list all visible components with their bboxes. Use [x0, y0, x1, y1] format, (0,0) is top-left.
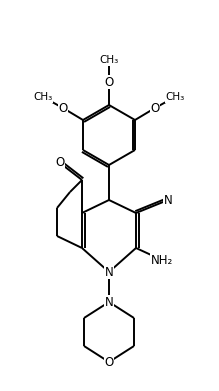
Text: O: O: [104, 75, 114, 88]
Text: N: N: [164, 194, 172, 206]
Text: O: O: [150, 102, 160, 115]
Text: O: O: [58, 102, 68, 115]
Text: CH₃: CH₃: [99, 55, 119, 65]
Text: CH₃: CH₃: [33, 92, 53, 102]
Text: O: O: [55, 156, 65, 170]
Text: CH₃: CH₃: [165, 92, 185, 102]
Text: NH₂: NH₂: [151, 253, 173, 267]
Text: O: O: [104, 355, 114, 368]
Text: N: N: [105, 265, 113, 278]
Text: N: N: [105, 296, 113, 308]
